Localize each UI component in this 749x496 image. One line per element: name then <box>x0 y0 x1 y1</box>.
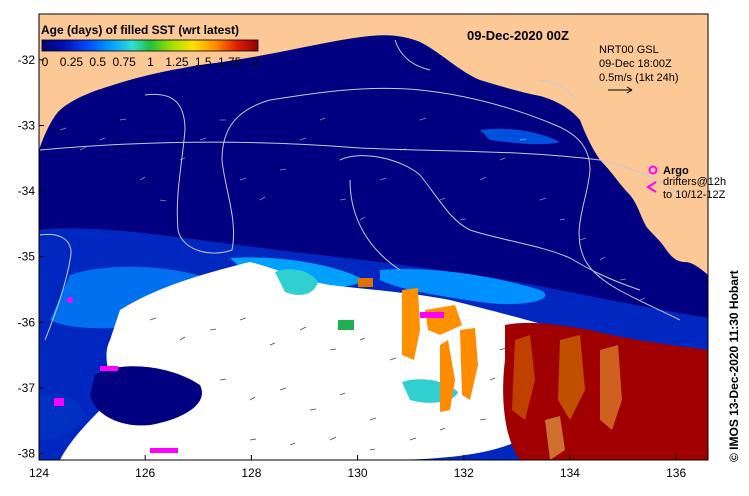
drifter-track-1 <box>420 312 444 318</box>
deep-blob-1 <box>90 366 202 426</box>
date-label: 09-Dec-2020 00Z <box>467 28 569 43</box>
green-patch <box>338 320 354 330</box>
brown-streak-3 <box>600 345 622 430</box>
current-vectors-white-area <box>149 317 507 451</box>
orange-patch-3 <box>440 340 455 412</box>
x-tick-label: 126 <box>135 466 155 480</box>
x-tick-label: 124 <box>29 466 49 480</box>
orange-patch-4 <box>460 328 478 400</box>
current-scale-label: 0.5m/s (1kt 24h) <box>599 72 678 84</box>
drifter-label-2: to 10/12-12Z <box>663 189 726 201</box>
colorbar-tick-label: 1.5 <box>195 55 212 69</box>
drifter-track-2 <box>100 366 118 371</box>
australia-landmass <box>39 14 708 275</box>
x-tick-label: 132 <box>454 466 474 480</box>
argo-marker-icon <box>648 165 658 175</box>
colorbar-tick-label: 0 <box>42 55 49 69</box>
brown-streak-4 <box>545 416 565 460</box>
float-legend: Argo drifters@12h to 10/12-12Z <box>646 165 726 201</box>
bathymetry-contours <box>39 39 681 341</box>
y-tick-label: -38 <box>18 446 36 460</box>
x-tick-label: 136 <box>666 466 686 480</box>
current-model-label: NRT00 GSL <box>599 44 659 56</box>
y-axis: -32 -33 -34 -35 -36 -37 -38 <box>18 53 44 460</box>
colorbar-tick-label: 1.75 <box>218 55 242 69</box>
colorbar-ticks: 0 0.25 0.5 0.75 1 1.25 1.5 1.75 2 <box>42 55 260 69</box>
current-info: NRT00 GSL 09-Dec 18:00Z 0.5m/s (1kt 24h) <box>599 44 678 94</box>
colorbar-tick-label: 1 <box>147 55 154 69</box>
y-tick-label: -33 <box>18 119 36 133</box>
orange-patch-1 <box>402 288 420 360</box>
brown-streak-1 <box>512 335 535 420</box>
argo-float-marker <box>67 297 73 303</box>
colorbar-tick-label: 2 <box>253 55 260 69</box>
y-tick-label: -35 <box>18 250 36 264</box>
scale-arrow-icon <box>608 86 633 94</box>
colorbar-tick-label: 0.5 <box>89 55 106 69</box>
blue-patch-bight <box>480 128 560 145</box>
y-tick-label: -34 <box>18 184 36 198</box>
x-tick-label: 128 <box>241 466 261 480</box>
drifter-marker-icon <box>646 181 657 193</box>
drifter-label-1: drifters@12h <box>663 176 726 188</box>
brown-streak-2 <box>558 335 585 420</box>
current-time-label: 09-Dec 18:00Z <box>599 58 672 70</box>
colorbar-title: Age (days) of filled SST (wrt latest) <box>41 23 239 37</box>
drifter-track-3 <box>150 448 178 453</box>
map-plot-area <box>39 14 708 460</box>
y-tick-label: -32 <box>18 53 36 67</box>
plot-frame <box>38 13 709 461</box>
y-tick-label: -37 <box>18 381 36 395</box>
current-vectors <box>59 117 646 301</box>
argo-label: Argo <box>663 165 689 177</box>
deep-blob-2 <box>39 393 85 440</box>
blue-patch-east <box>380 269 546 305</box>
cyan-patch-1 <box>275 269 318 295</box>
credit-label: © IMOS 13-Dec-2020 11:30 Hobart <box>727 270 741 462</box>
colorbar-tick-label: 1.25 <box>165 55 189 69</box>
drifter-track-4 <box>54 398 64 406</box>
y-tick-label: -36 <box>18 315 36 329</box>
x-tick-label: 134 <box>560 466 580 480</box>
x-tick-label: 130 <box>348 466 368 480</box>
orange-patch-5 <box>358 278 373 287</box>
colorbar-gradient <box>41 39 259 52</box>
colorbar-tick-label: 0.75 <box>112 55 136 69</box>
x-axis: 124 126 128 130 132 134 136 <box>29 455 686 480</box>
colorbar-tick-label: 0.25 <box>60 55 84 69</box>
